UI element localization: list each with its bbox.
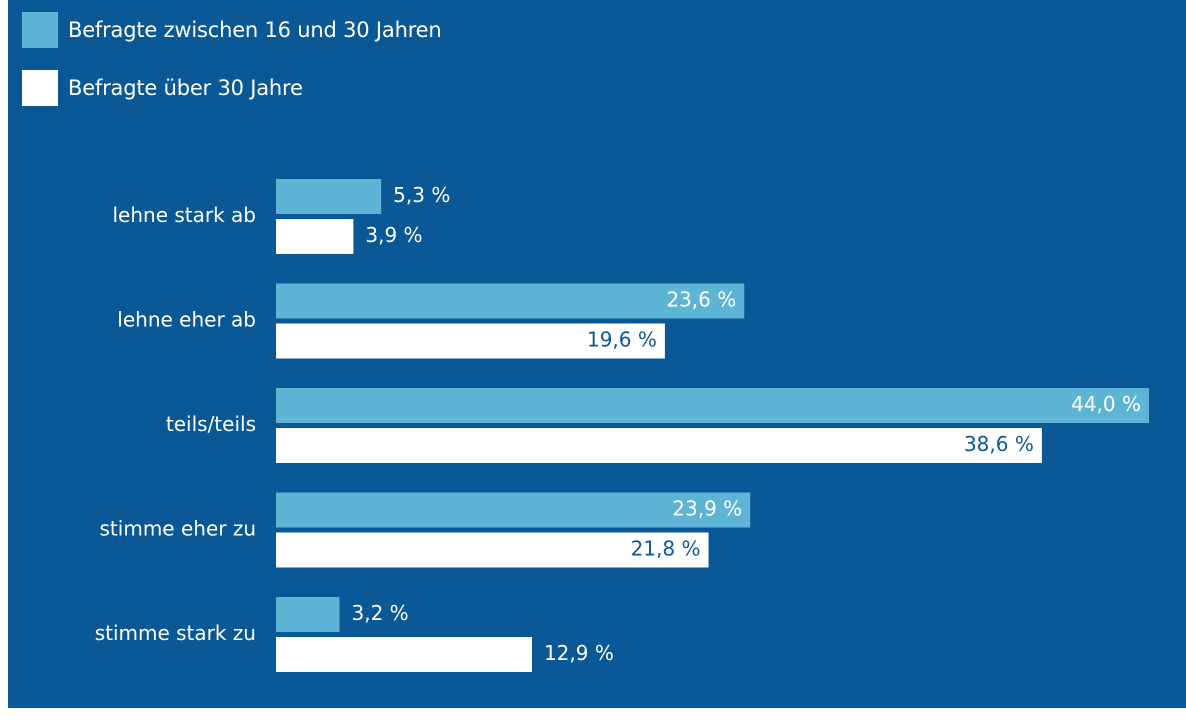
data-label: 23,9 %	[672, 497, 742, 521]
bar-young	[276, 492, 751, 528]
data-label: 23,6 %	[666, 288, 736, 312]
data-label: 5,3 %	[393, 183, 450, 207]
data-label: 21,8 %	[631, 537, 701, 561]
category-label: teils/teils	[166, 412, 256, 436]
data-label: 12,9 %	[544, 641, 614, 665]
bar-young	[276, 283, 745, 319]
category-label: stimme stark zu	[95, 621, 256, 645]
data-label: 3,2 %	[351, 601, 408, 625]
bar-young	[276, 597, 340, 632]
data-label: 44,0 %	[1071, 392, 1141, 416]
category-label: lehne eher ab	[117, 308, 256, 332]
legend-item-young: Befragte zwischen 16 und 30 Jahren	[22, 12, 442, 48]
category-label: lehne stark ab	[112, 203, 256, 227]
legend-swatch-old	[22, 70, 58, 106]
bar-old	[276, 637, 532, 672]
bar-old	[276, 323, 665, 359]
bar-old	[276, 532, 709, 568]
data-label: 38,6 %	[964, 432, 1034, 456]
legend-label-young: Befragte zwischen 16 und 30 Jahren	[68, 18, 442, 42]
category-label: stimme eher zu	[100, 517, 256, 541]
legend-item-old: Befragte über 30 Jahre	[22, 70, 303, 106]
bar-old	[276, 428, 1042, 463]
legend-label-old: Befragte über 30 Jahre	[68, 76, 303, 100]
bar-old	[276, 219, 354, 254]
data-label: 19,6 %	[587, 328, 657, 352]
bar-young	[276, 388, 1149, 423]
data-label: 3,9 %	[365, 223, 422, 247]
legend-swatch-young	[22, 12, 58, 48]
bar-young	[276, 179, 382, 214]
